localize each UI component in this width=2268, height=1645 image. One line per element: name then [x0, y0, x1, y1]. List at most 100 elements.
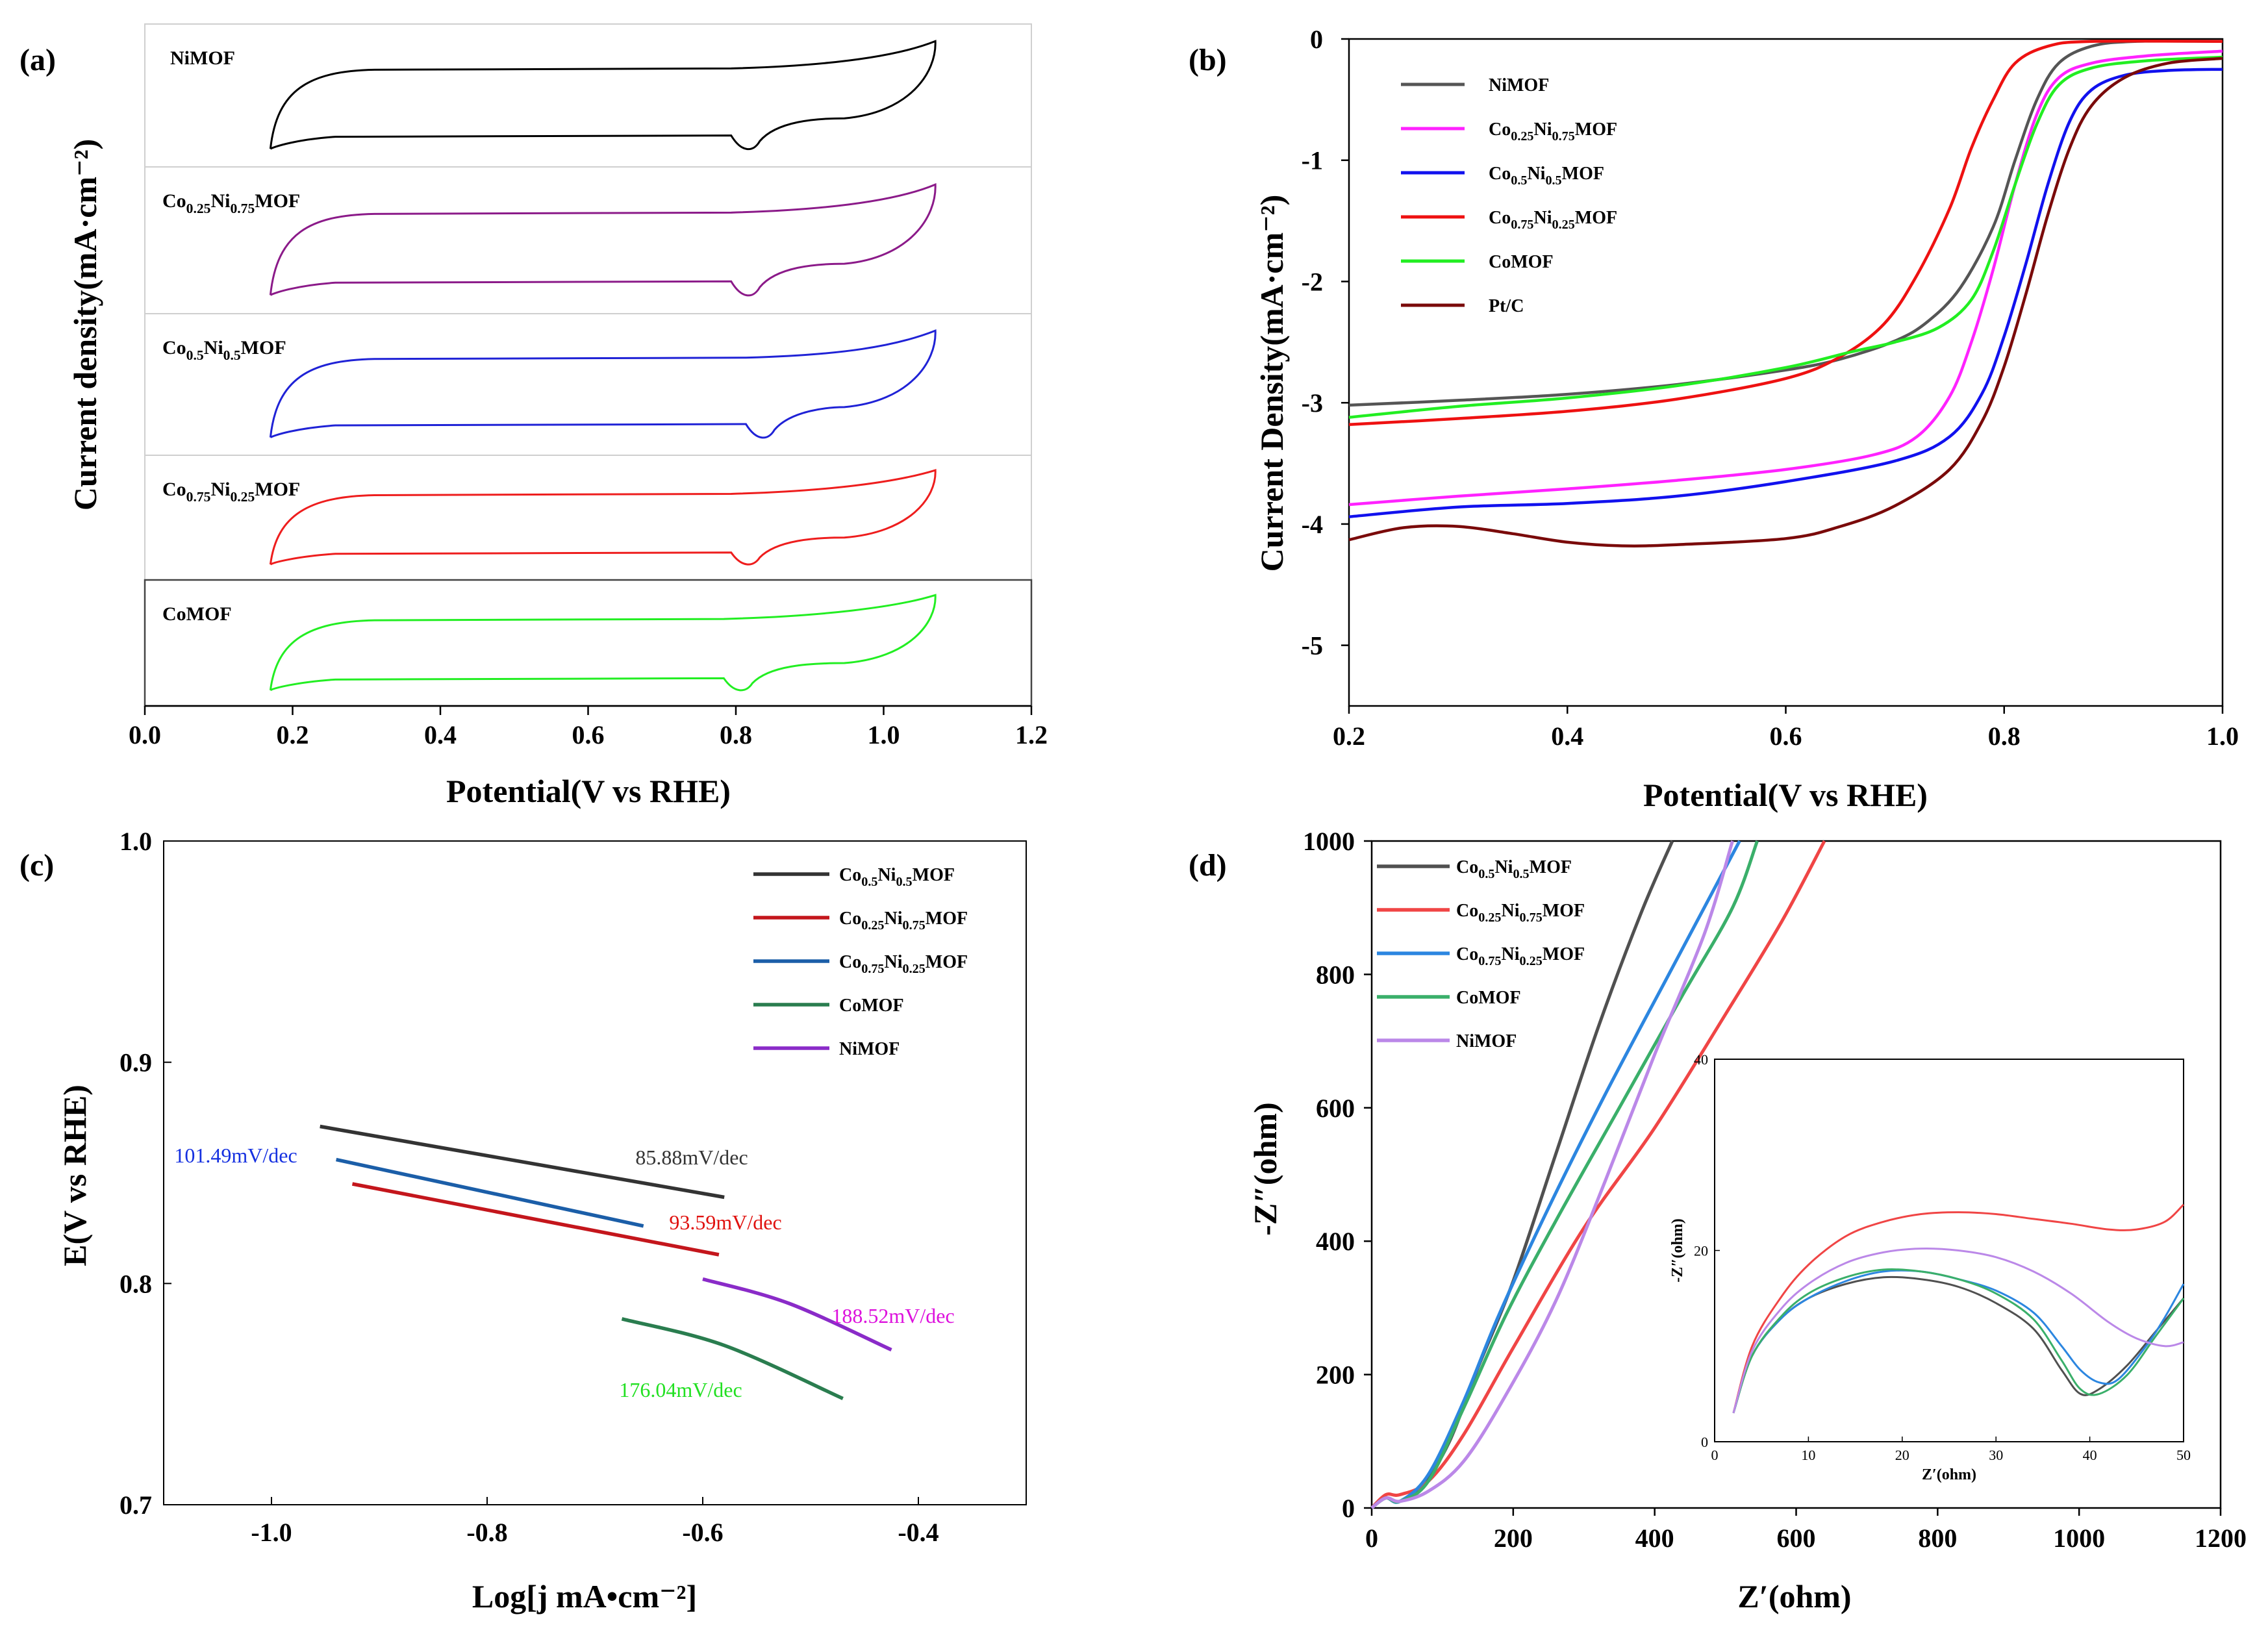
- cv-curve: [269, 594, 937, 692]
- x-tick-label: 0.8: [720, 720, 752, 749]
- panel-c-label: (c): [19, 848, 54, 883]
- y-tick-label: -3: [1302, 388, 1323, 418]
- cv-curve: [269, 40, 937, 151]
- nyquist-curve: [1370, 840, 1826, 1509]
- panel-c-xlabel: Log[j mA•cm⁻²]: [472, 1578, 697, 1614]
- lsv-curve: [1348, 39, 2223, 427]
- x-tick-label: -1.0: [251, 1518, 292, 1547]
- inset-x-tick-label: 10: [1801, 1447, 1815, 1463]
- lsv-curve: [1348, 49, 2223, 507]
- tafel-line: [621, 1317, 844, 1401]
- inset-y-tick-label: 0: [1701, 1434, 1708, 1450]
- x-tick-label: 0.8: [1988, 722, 2021, 751]
- legend-label: CoMOF: [1489, 252, 1554, 272]
- panel-d-label: (d): [1189, 848, 1227, 883]
- panel-d-xlabel: Z′(ohm): [1737, 1578, 1851, 1614]
- panel-b-xlabel: Potential(V vs RHE): [1643, 777, 1928, 813]
- tafel-line: [320, 1124, 725, 1199]
- x-tick-label: 0.2: [1333, 722, 1365, 751]
- tafel-line: [336, 1157, 644, 1228]
- legend-label: NiMOF: [839, 1039, 900, 1059]
- panel-c: (c) -1.0 -0.8 -0.6 -0.4 0.7 0.8 0.9 1.0 85.88mV…: [19, 827, 1027, 1614]
- x-tick-label: 0.4: [424, 720, 457, 749]
- x-tick-label: 1200: [2195, 1524, 2247, 1553]
- lsv-curve: [1348, 55, 2223, 419]
- legend-label: NiMOF: [1456, 1031, 1517, 1051]
- y-tick-label: -4: [1302, 510, 1323, 539]
- tafel-slope-label: 85.88mV/dec: [635, 1146, 748, 1169]
- legend-label: Pt/C: [1489, 296, 1524, 316]
- y-tick-label: 400: [1316, 1227, 1355, 1256]
- cv-curve: [269, 329, 937, 439]
- legend-label: Co0.25Ni0.75MOF: [1489, 119, 1617, 144]
- inset-x-tick-label: 40: [2083, 1447, 2097, 1463]
- legend-label: Co0.75Ni0.25MOF: [1489, 208, 1617, 232]
- x-tick-label: 1.2: [1015, 720, 1048, 749]
- inset-nyquist-curve: [1732, 1203, 2185, 1414]
- legend-label: CoMOF: [839, 996, 904, 1016]
- y-tick-label: 0: [1310, 25, 1323, 54]
- panel-a-ylabel: Current density(mA·cm⁻²): [67, 139, 103, 510]
- panel-d: (d) 0 200 400 600 800 1000 1200020040060080010…: [1189, 827, 2247, 1614]
- lsv-curve: [1348, 39, 2223, 407]
- panel-b: (b) 0.2 0.4 0.6 0.8 1.0 0 -1 -2 -3 -4 -5 NiMOF Co0.…: [1189, 25, 2239, 813]
- panel-b-ylabel: Current Density(mA·cm⁻²): [1254, 195, 1290, 572]
- tafel-slope-label: 101.49mV/dec: [174, 1144, 297, 1167]
- nyquist-curve: [1370, 840, 1734, 1510]
- legend-label: Co0.25Ni0.75MOF: [1456, 901, 1585, 925]
- cv-label: NiMOF: [170, 47, 235, 69]
- legend-label: Co0.5Ni0.5MOF: [1456, 857, 1572, 881]
- y-tick-label: 0.9: [120, 1048, 152, 1077]
- x-tick-label: -0.6: [682, 1518, 723, 1547]
- lsv-curve: [1348, 57, 2223, 547]
- x-tick-label: 0.2: [277, 720, 309, 749]
- y-tick-label: 0.7: [120, 1490, 152, 1520]
- tafel-line: [351, 1182, 720, 1257]
- tafel-slope-label: 176.04mV/dec: [619, 1378, 742, 1401]
- inset-nyquist-curve: [1732, 1247, 2184, 1414]
- cv-label: Co0.25Ni0.75MOF: [162, 190, 300, 216]
- inset-y-tick-label: 40: [1694, 1051, 1708, 1068]
- panel-a: (a) NiMOF Co0.25Ni0.75MOF Co0.5Ni0.5MOF Co0…: [19, 23, 1048, 809]
- inset-x-tick-label: 50: [2176, 1447, 2191, 1463]
- x-tick-label: 800: [1918, 1524, 1957, 1553]
- inset-nyquist-curve: [1732, 1268, 2185, 1414]
- inset-x-tick-label: 30: [1989, 1447, 2003, 1463]
- legend-label: Co0.25Ni0.75MOF: [839, 909, 968, 933]
- inset-nyquist-curve: [1732, 1269, 2185, 1414]
- legend-label: Co0.5Ni0.5MOF: [1489, 164, 1604, 188]
- panel-d-ylabel: -Z″(ohm): [1247, 1102, 1283, 1235]
- y-tick-label: -2: [1302, 267, 1323, 296]
- legend-label: Co0.75Ni0.25MOF: [839, 952, 968, 976]
- x-tick-label: 1000: [2053, 1524, 2105, 1553]
- cv-curve: [269, 469, 937, 566]
- legend-label: Co0.75Ni0.25MOF: [1456, 944, 1585, 968]
- panel-b-label: (b): [1189, 43, 1227, 77]
- x-tick-label: -0.4: [898, 1518, 939, 1547]
- tafel-slope-label: 188.52mV/dec: [831, 1304, 954, 1327]
- x-tick-label: 0.6: [572, 720, 605, 749]
- y-tick-label: 1.0: [120, 827, 152, 856]
- y-tick-label: 0: [1342, 1494, 1355, 1523]
- x-tick-label: 0.6: [1770, 722, 1802, 751]
- y-tick-label: -1: [1302, 146, 1323, 175]
- inset-x-tick-label: 20: [1895, 1447, 1909, 1463]
- cv-label: Co0.5Ni0.5MOF: [162, 337, 286, 363]
- x-tick-label: 600: [1777, 1524, 1816, 1553]
- cv-curve: [269, 182, 937, 297]
- x-tick-label: 0: [1365, 1524, 1378, 1553]
- legend-label: Co0.5Ni0.5MOF: [839, 865, 955, 889]
- inset-xlabel: Z′(ohm): [1922, 1466, 1976, 1483]
- y-tick-label: -5: [1302, 631, 1323, 660]
- legend-label: NiMOF: [1489, 75, 1549, 95]
- tafel-slope-label: 93.59mV/dec: [669, 1211, 781, 1234]
- x-tick-label: 200: [1494, 1524, 1533, 1553]
- tafel-line: [702, 1277, 892, 1352]
- x-tick-label: 400: [1635, 1524, 1674, 1553]
- cv-label: Co0.75Ni0.25MOF: [162, 479, 300, 505]
- legend-label: CoMOF: [1456, 988, 1521, 1008]
- panel-c-frame: [163, 840, 1027, 1505]
- x-tick-label: 0.0: [129, 720, 161, 749]
- inset-x-tick-label: 0: [1711, 1447, 1719, 1463]
